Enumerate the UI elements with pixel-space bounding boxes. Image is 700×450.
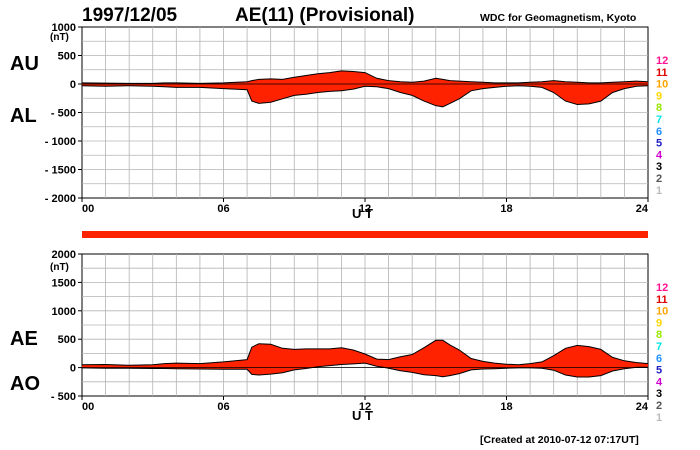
au-al-x-axis-label: U T <box>352 206 373 221</box>
au-al-legend-entry: 11 <box>656 67 668 79</box>
au-al-legend-entry: 5 <box>656 138 662 150</box>
ae-ao-x-tick-label: 06 <box>217 401 229 413</box>
au-al-y-tick-label: 1000 <box>52 22 76 34</box>
ae-ao-y-tick-label: 0 <box>70 363 76 375</box>
au-al-legend-entry: 2 <box>656 173 662 185</box>
au-al-y-tick-label: - 500 <box>51 108 76 120</box>
ao-label: AO <box>10 373 40 395</box>
au-al-y-tick-label: - 1500 <box>45 165 76 177</box>
au-al-legend-entry: 6 <box>656 126 662 138</box>
ae-ao-y-tick-label: 2000 <box>52 249 76 261</box>
al-label: AL <box>10 105 37 127</box>
au-al-x-tick-label: 18 <box>500 203 512 215</box>
au-al-y-tick-label: 500 <box>58 51 76 63</box>
ae-ao-unit-label: (nT) <box>50 262 69 273</box>
au-al-unit-label: (nT) <box>50 32 69 43</box>
ae-ao-series-ae-line <box>81 339 649 366</box>
ae-label: AE <box>10 328 38 350</box>
au-al-y-tick-label: - 1000 <box>45 136 76 148</box>
ae-ao-x-tick-label: 00 <box>82 401 94 413</box>
ae-ao-legend-entry: 8 <box>656 329 662 341</box>
ae-ao-legend-entry: 12 <box>656 282 668 294</box>
ae-ao-legend-entry: 1 <box>656 412 662 424</box>
ae-ao-y-tick-label: 500 <box>58 334 76 346</box>
au-al-x-tick-label: 00 <box>82 203 94 215</box>
au-al-legend-entry: 10 <box>656 79 668 91</box>
au-al-legend-entry: 8 <box>656 102 662 114</box>
ae-ao-legend-entry: 9 <box>656 317 662 329</box>
ae-ao-y-tick-label: - 500 <box>51 391 76 403</box>
ae-ao-x-tick-label: 24 <box>636 401 649 413</box>
ae-ao-y-tick-label: 1500 <box>52 277 76 289</box>
chart-title: AE(11) (Provisional) <box>235 5 415 26</box>
ae-ao-legend-entry: 5 <box>656 365 662 377</box>
au-al-legend-entry: 7 <box>656 114 662 126</box>
au-al-series-al-line <box>81 85 649 108</box>
ae-ao-x-axis-label: U T <box>352 408 373 423</box>
au-al-legend-entry: 12 <box>656 55 668 67</box>
au-al-legend-entry: 1 <box>656 185 662 197</box>
ae-ao-legend-entry: 11 <box>656 294 668 306</box>
data-coverage-bar <box>82 231 648 238</box>
au-al-y-tick-label: 0 <box>70 79 76 91</box>
au-al-x-tick-label: 06 <box>217 203 229 215</box>
ae-ao-x-tick-label: 12 <box>359 401 371 413</box>
chart-date: 1997/12/05 <box>82 5 178 26</box>
ae-ao-x-tick-label: 18 <box>500 401 512 413</box>
institution-label: WDC for Geomagnetism, Kyoto <box>480 12 636 24</box>
au-al-x-tick-label: 12 <box>359 203 371 215</box>
ae-ao-legend-entry: 10 <box>656 306 668 318</box>
created-timestamp: [Created at 2010-07-12 07:17UT] <box>480 434 639 446</box>
au-label: AU <box>10 53 39 75</box>
ae-ao-series-ao-line <box>81 362 648 378</box>
ae-ao-legend-entry: 7 <box>656 341 662 353</box>
ae-ao-y-tick-label: 1000 <box>52 306 76 318</box>
au-al-series-au-line <box>81 70 649 84</box>
au-al-legend-entry: 4 <box>656 149 663 161</box>
au-al-legend-entry: 9 <box>656 90 662 102</box>
au-al-x-tick-label: 24 <box>636 203 649 215</box>
ae-ao-legend-entry: 6 <box>656 353 662 365</box>
au-al-y-tick-label: - 2000 <box>45 193 76 205</box>
ae-ao-legend-entry: 4 <box>656 376 663 388</box>
ae-ao-legend-entry: 3 <box>656 388 662 400</box>
ae-ao-legend-entry: 2 <box>656 400 662 412</box>
au-al-legend-entry: 3 <box>656 161 662 173</box>
